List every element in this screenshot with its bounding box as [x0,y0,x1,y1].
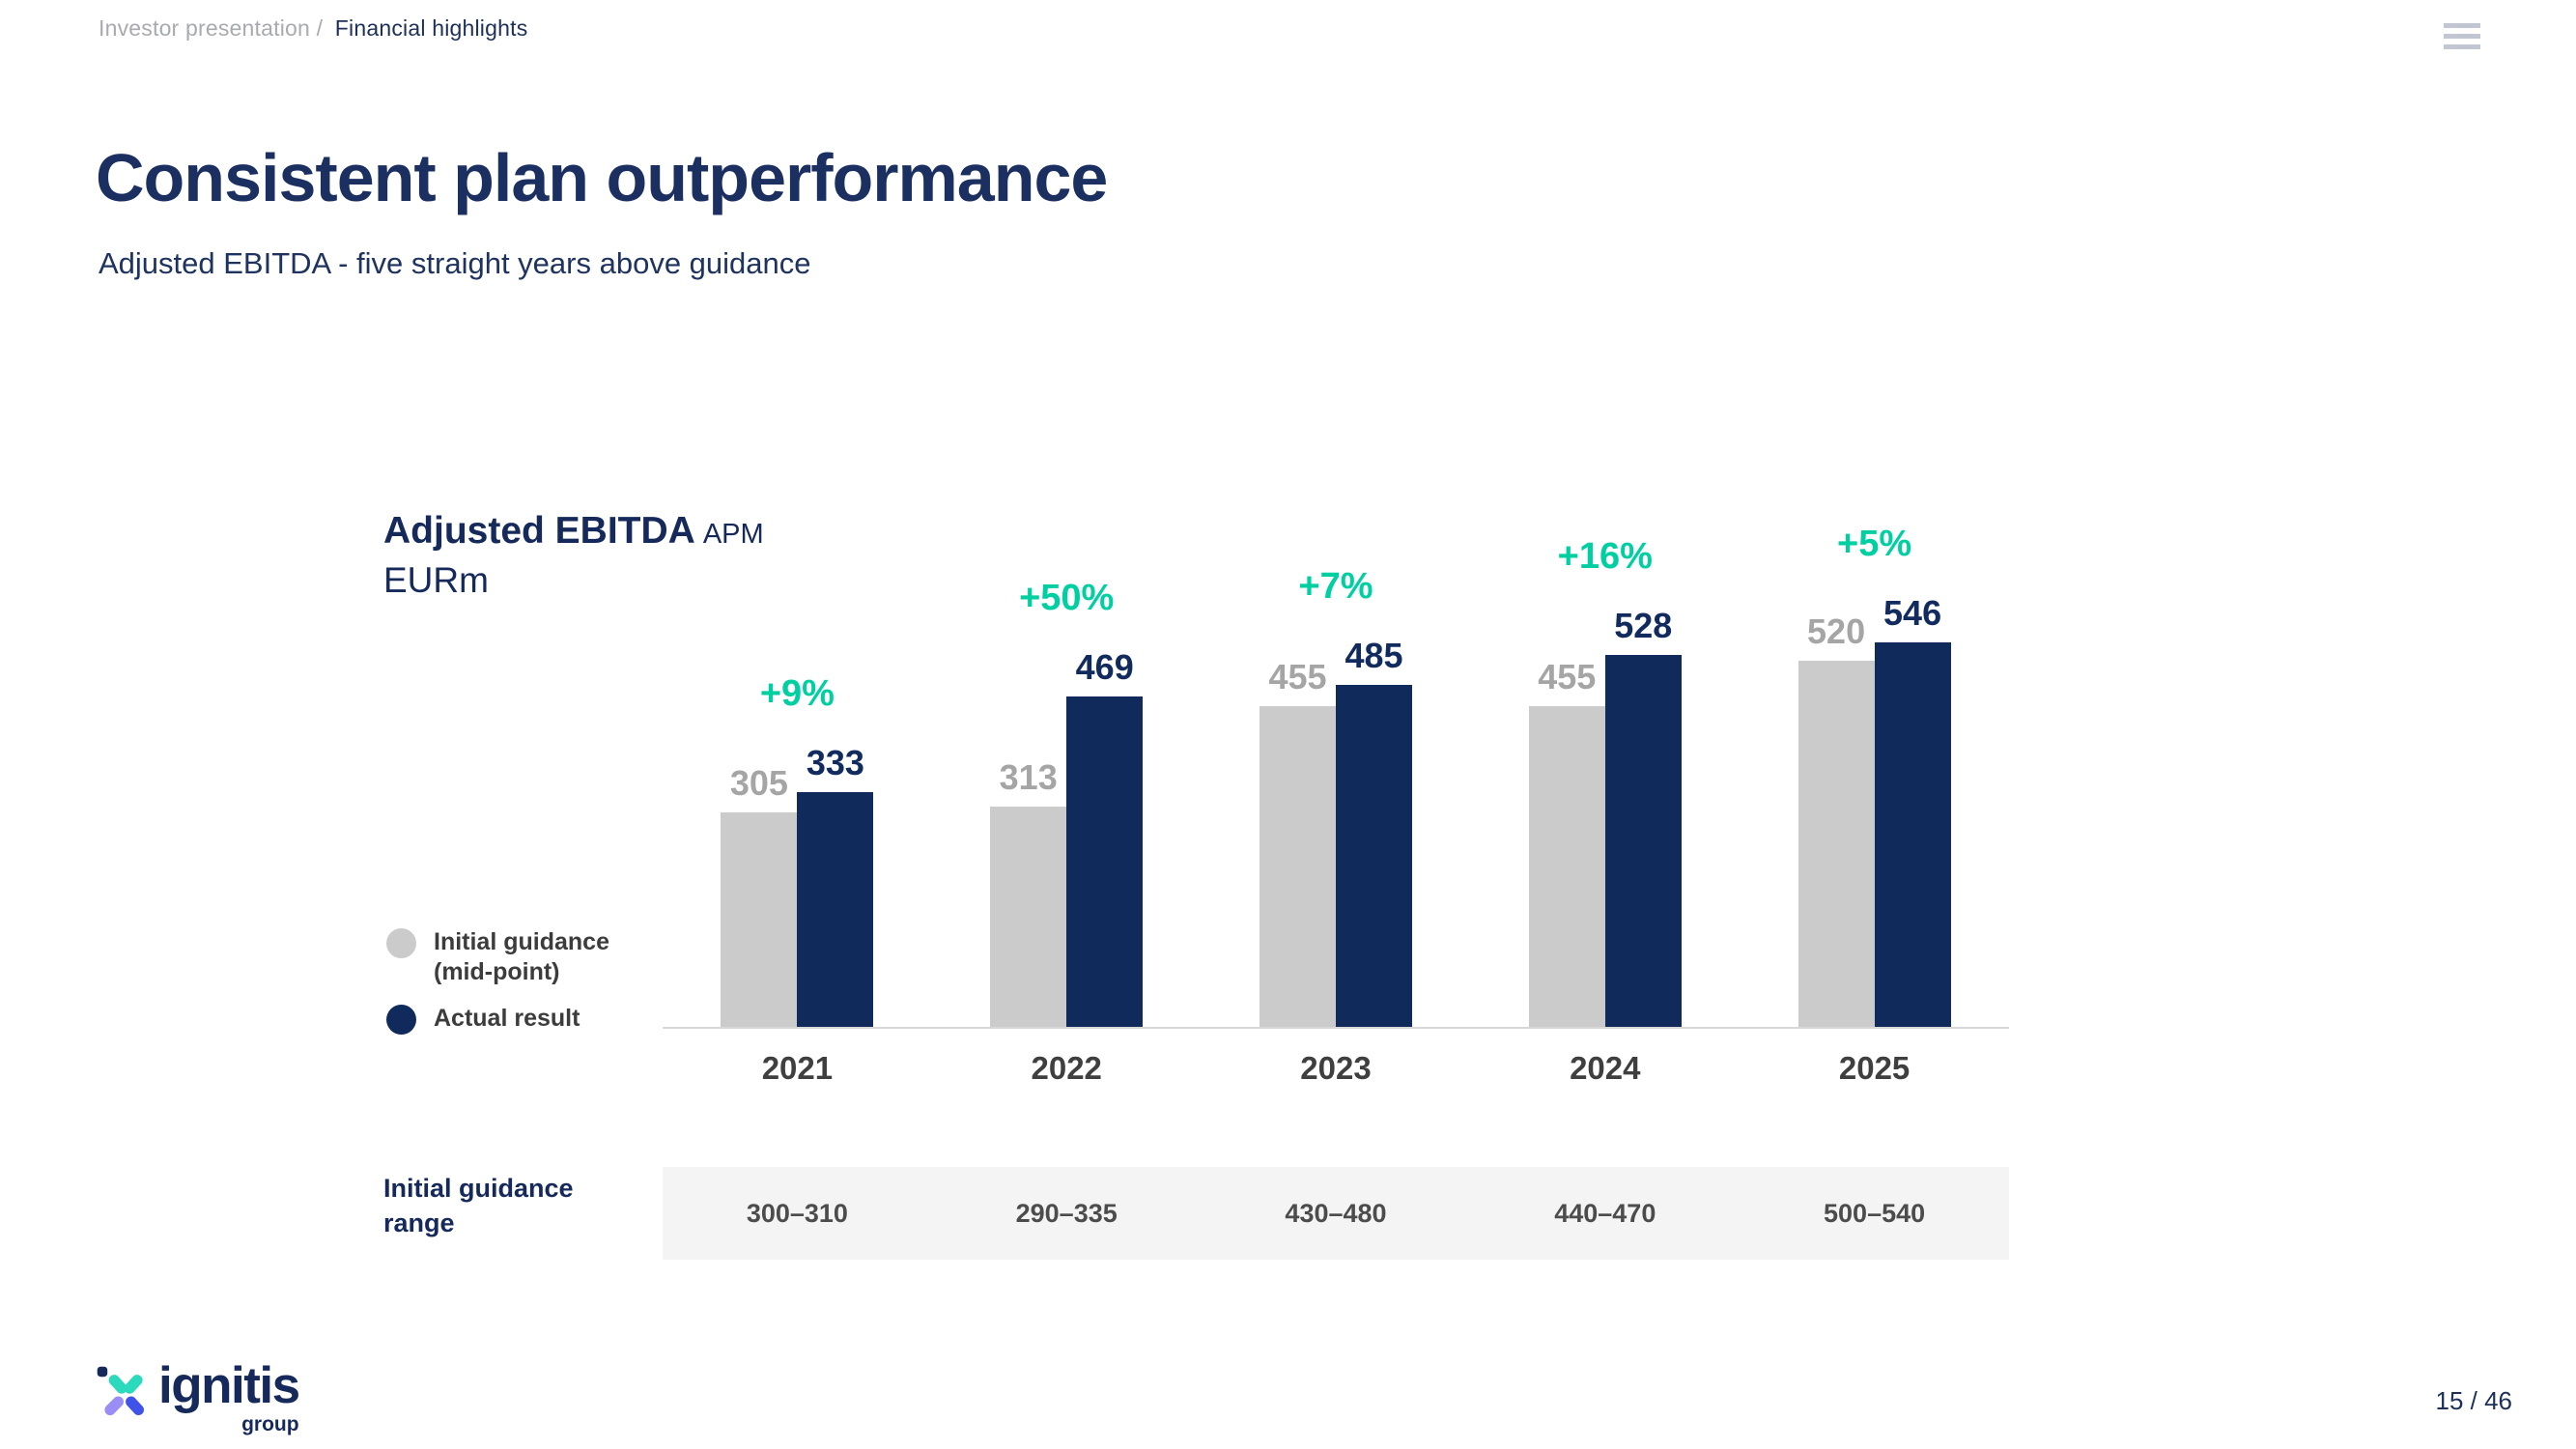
guidance-range-2022: 290–335 [1015,1198,1118,1228]
bar-group-2024: +16% 455 528 [1470,484,1740,1027]
guidance-range-2025: 500–540 [1824,1198,1926,1228]
guidance-bar-2021 [721,812,798,1027]
legend-guidance-label: Initial guidance (mid-point) [434,928,609,986]
x-tick-2022: 2022 [1031,1050,1102,1086]
actual-bar-2022 [1066,696,1144,1027]
page-title: Consistent plan outperformance [96,140,1108,215]
guidance-bar-2023 [1259,706,1336,1027]
logo-subtext: group [241,1413,299,1436]
guidance-value-label-2021: 305 [729,763,788,803]
delta-label-2025: +5% [1837,524,1912,564]
actual-bar-2025 [1874,642,1951,1027]
bar-pair-2021: 305 333 [721,746,874,1027]
actual-value-label-2022: 469 [1075,647,1134,687]
chart-title-main: Adjusted EBITDA [383,510,695,552]
actual-bar-col-2022: 469 [1066,650,1144,1027]
ignitis-logo: ignitis group [97,1357,300,1436]
x-tick-2024: 2024 [1570,1050,1641,1086]
bar-pair-2024: 455 528 [1528,609,1682,1027]
menu-icon-bar [2444,34,2480,39]
guidance-bar-col-2025: 520 [1798,614,1875,1027]
delta-label-2024: +16% [1557,536,1653,577]
delta-label-2021: +9% [759,673,835,714]
chart-title: Adjusted EBITDA APM EURm [383,510,764,601]
guidance-bar-col-2024: 455 [1528,660,1605,1027]
bar-group-2025: +5% 520 546 [1740,484,2009,1027]
actual-value-label-2023: 485 [1345,636,1403,675]
breadcrumb-section[interactable]: Investor presentation / [99,15,324,41]
delta-label-2022: +50% [1019,578,1115,618]
guidance-value-label-2024: 455 [1538,657,1597,696]
legend-item-guidance: Initial guidance (mid-point) [386,927,627,988]
range-row-label: Initial guidance range [383,1174,574,1238]
actual-bar-col-2023: 485 [1335,639,1412,1027]
guidance-range-2024: 440–470 [1554,1198,1656,1228]
chart-legend: Initial guidance (mid-point) Actual resu… [386,927,627,1050]
guidance-bar-2024 [1528,706,1605,1027]
guidance-dot-icon [386,928,416,958]
page-subtitle: Adjusted EBITDA - five straight years ab… [99,246,811,280]
logo-wordmark: ignitis group [158,1357,300,1436]
actual-bar-2024 [1604,655,1682,1027]
guidance-range-strip: 300–310 290–335 430–480 440–470 500–540 [663,1167,2009,1260]
guidance-range-2021: 300–310 [746,1198,848,1228]
guidance-bar-col-2022: 313 [990,760,1067,1027]
guidance-value-label-2023: 455 [1268,657,1327,696]
bar-group-2021: +9% 305 333 [663,484,932,1027]
menu-icon-bar [2444,44,2480,49]
ignitis-spark-icon [97,1366,144,1416]
guidance-value-label-2022: 313 [999,757,1058,797]
guidance-bar-col-2023: 455 [1259,660,1336,1027]
actual-value-label-2024: 528 [1614,606,1673,645]
bar-group-2023: +7% 455 485 [1202,484,1471,1027]
actual-value-label-2021: 333 [806,743,864,782]
chart-title-apm: APM [702,519,764,550]
x-tick-2023: 2023 [1300,1050,1372,1086]
actual-bar-col-2024: 528 [1604,609,1682,1027]
actual-bar-2021 [797,792,874,1027]
bar-group-2022: +50% 313 469 [932,484,1202,1027]
actual-bar-2023 [1335,685,1412,1027]
menu-icon[interactable] [2444,23,2480,49]
guidance-range-2023: 430–480 [1285,1198,1387,1228]
breadcrumb-current: Financial highlights [334,15,528,41]
logo-text: ignitis [158,1357,300,1414]
legend-item-actual: Actual result [386,1004,627,1035]
guidance-bar-2025 [1798,661,1875,1027]
chart-unit-label: EURm [383,560,489,600]
guidance-bar-2022 [990,807,1067,1027]
breadcrumb: Investor presentation / Financial highli… [99,15,527,42]
guidance-value-label-2025: 520 [1807,611,1866,651]
bar-chart: +9% 305 333 +50% 313 469 +7% 455 485 +16% 455 528 +5… [663,484,2009,1029]
x-axis-labels: 2021 2022 2023 2024 2025 [663,1050,2009,1087]
delta-label-2023: +7% [1298,566,1373,607]
chart-title-line1: Adjusted EBITDA APM [383,510,764,553]
actual-value-label-2025: 546 [1883,593,1942,633]
x-tick-2021: 2021 [761,1050,834,1086]
legend-actual-label: Actual result [434,1004,580,1032]
bar-pair-2023: 455 485 [1259,639,1412,1027]
actual-bar-col-2021: 333 [797,746,874,1027]
guidance-bar-col-2021: 305 [721,766,798,1027]
actual-bar-col-2025: 546 [1874,596,1951,1027]
menu-icon-bar [2444,23,2480,28]
page-number: 15 / 46 [2435,1386,2512,1415]
x-tick-2025: 2025 [1838,1050,1911,1086]
bar-pair-2022: 313 469 [990,650,1144,1027]
actual-dot-icon [386,1004,416,1035]
bar-pair-2025: 520 546 [1798,596,1951,1027]
